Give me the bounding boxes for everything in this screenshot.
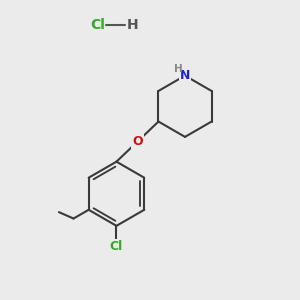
Text: H: H bbox=[127, 18, 139, 32]
Text: O: O bbox=[132, 135, 143, 148]
Text: N: N bbox=[180, 69, 190, 82]
Text: Cl: Cl bbox=[90, 18, 105, 32]
Text: Cl: Cl bbox=[110, 240, 123, 253]
Text: H: H bbox=[174, 64, 183, 74]
